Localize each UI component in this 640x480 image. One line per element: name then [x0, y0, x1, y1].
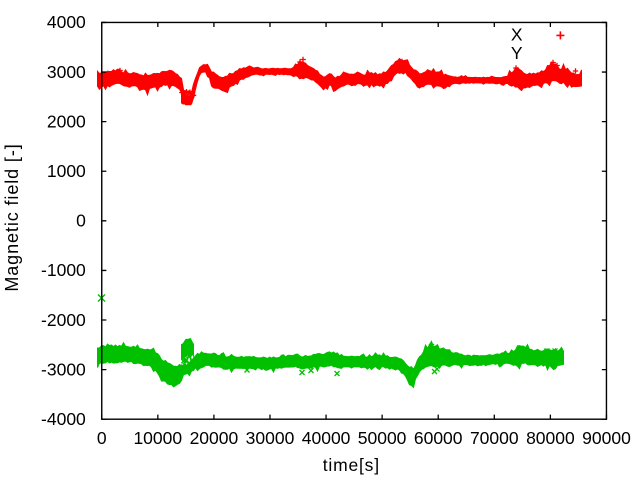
svg-text:30000: 30000	[246, 428, 295, 448]
svg-text:4000: 4000	[47, 12, 86, 32]
svg-text:40000: 40000	[302, 428, 351, 448]
svg-text:3000: 3000	[47, 62, 86, 82]
svg-text:1000: 1000	[47, 161, 86, 181]
svg-text:80000: 80000	[526, 428, 575, 448]
svg-text:90000: 90000	[582, 428, 631, 448]
svg-text:60000: 60000	[414, 428, 463, 448]
svg-text:-4000: -4000	[41, 409, 86, 429]
svg-text:2000: 2000	[47, 111, 86, 131]
svg-text:70000: 70000	[470, 428, 519, 448]
svg-text:-1000: -1000	[41, 260, 86, 280]
svg-text:50000: 50000	[358, 428, 407, 448]
svg-text:X: X	[511, 25, 523, 45]
svg-text:-3000: -3000	[41, 359, 86, 379]
svg-text:10000: 10000	[133, 428, 182, 448]
svg-text:20000: 20000	[190, 428, 239, 448]
svg-text:Y: Y	[511, 43, 523, 63]
svg-text:-2000: -2000	[41, 310, 86, 330]
svg-text:0: 0	[97, 428, 107, 448]
svg-text:Magnetic field [-]: Magnetic field [-]	[2, 143, 22, 291]
svg-text:time[s]: time[s]	[323, 455, 380, 475]
svg-text:0: 0	[76, 211, 86, 231]
